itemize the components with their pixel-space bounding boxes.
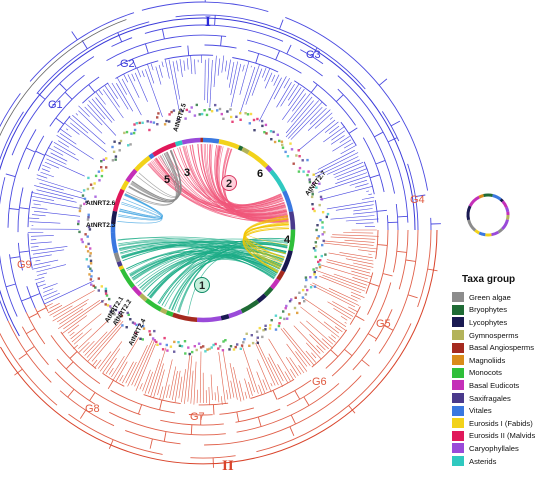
legend-item: Basal Eudicots — [452, 379, 550, 392]
tip-colour-ring — [77, 103, 330, 356]
module-marker-5: 5 — [164, 174, 170, 186]
module-marker-2: 2 — [221, 175, 237, 191]
clade-label-g4: G4 — [410, 194, 425, 206]
legend-label: Eurosids I (Fabids) — [469, 418, 533, 428]
legend-swatch — [452, 405, 464, 416]
legend-item: Vitales — [452, 404, 550, 417]
group-label-i: I — [205, 14, 211, 30]
legend-label: Eurosids II (Malvids — [469, 431, 536, 441]
legend-label: Magnoliids — [469, 355, 506, 365]
gene-label-atnrt2-4: AtNRT2.4 — [128, 317, 148, 346]
tree-branches — [0, 0, 441, 468]
legend-label: Lycophytes — [469, 317, 508, 327]
legend-list: Green algae Bryophytes Lycophytes Gymnosper… — [452, 291, 550, 467]
legend-swatch — [452, 443, 464, 454]
legend-label: Saxifragales — [469, 393, 511, 403]
legend-item: Basal Angiosperms — [452, 341, 550, 354]
taxa-colour-ring — [110, 137, 296, 323]
legend-swatch — [452, 342, 464, 353]
clade-label-g1: G1 — [48, 99, 63, 111]
module-number-4: 4 — [284, 234, 291, 246]
module-marker-1: 1 — [194, 277, 210, 293]
legend-swatch — [452, 355, 464, 366]
legend-title: Taxa group — [462, 274, 516, 285]
legend-swatch — [452, 380, 464, 391]
module-number-6: 6 — [257, 168, 263, 180]
legend-swatch — [452, 418, 464, 429]
clade-label-g6: G6 — [312, 376, 327, 388]
module-number-1: 1 — [199, 280, 205, 292]
legend-item: Green algae — [452, 291, 550, 304]
clade-label-g7: G7 — [190, 411, 205, 423]
legend-item: Asterids — [452, 455, 550, 468]
module-marker-6: 6 — [257, 168, 263, 180]
legend-swatch — [452, 367, 464, 378]
module-marker-3: 3 — [184, 167, 190, 179]
legend-swatch — [452, 393, 464, 404]
legend-label: Caryophyllales — [469, 443, 519, 453]
module-number-2: 2 — [226, 178, 232, 190]
clade-label-g8: G8 — [85, 403, 100, 415]
legend-item: Saxifragales — [452, 392, 550, 405]
gene-label-atnrt2-6: AtNRT2.6 — [86, 200, 116, 207]
group-label-ii: II — [222, 458, 234, 474]
legend-item: Caryophyllales — [452, 442, 550, 455]
legend-item: Lycophytes — [452, 316, 550, 329]
legend-swatch — [452, 430, 464, 441]
legend-item: Eurosids I (Fabids) — [452, 417, 550, 430]
clade-label-g9: G9 — [17, 259, 32, 271]
legend-swatch — [452, 304, 464, 315]
legend-item: Gymnosperms — [452, 329, 550, 342]
legend-label: Green algae — [469, 292, 511, 302]
legend-swatch — [452, 317, 464, 328]
clade-label-g5: G5 — [376, 318, 391, 330]
legend-swatch — [452, 456, 464, 467]
taxa-legend: Taxa group Green algae Bryophytes Lycophyt… — [452, 274, 550, 467]
legend-label: Vitales — [469, 406, 492, 416]
module-number-5: 5 — [164, 174, 170, 186]
module-marker-4: 4 — [284, 234, 291, 246]
legend-label: Gymnosperms — [469, 330, 519, 340]
clade-label-g2: G2 — [120, 58, 135, 70]
legend-swatch — [452, 330, 464, 341]
legend-item: Monocots — [452, 367, 550, 380]
legend-item: Eurosids II (Malvids — [452, 430, 550, 443]
gene-label-atnrt2-3: AtNRT2.3 — [86, 222, 116, 229]
legend-item: Magnoliids — [452, 354, 550, 367]
legend-label: Basal Eudicots — [469, 380, 520, 390]
legend-item: Bryophytes — [452, 304, 550, 317]
clade-label-g3: G3 — [306, 49, 321, 61]
legend-label: Monocots — [469, 368, 502, 378]
legend-label: Bryophytes — [469, 305, 507, 315]
legend-ring — [466, 193, 510, 237]
legend-label: Basal Angiosperms — [469, 343, 535, 353]
module-number-3: 3 — [184, 167, 190, 179]
synteny-links — [117, 143, 290, 315]
legend-label: Asterids — [469, 456, 497, 466]
legend-swatch — [452, 292, 464, 303]
